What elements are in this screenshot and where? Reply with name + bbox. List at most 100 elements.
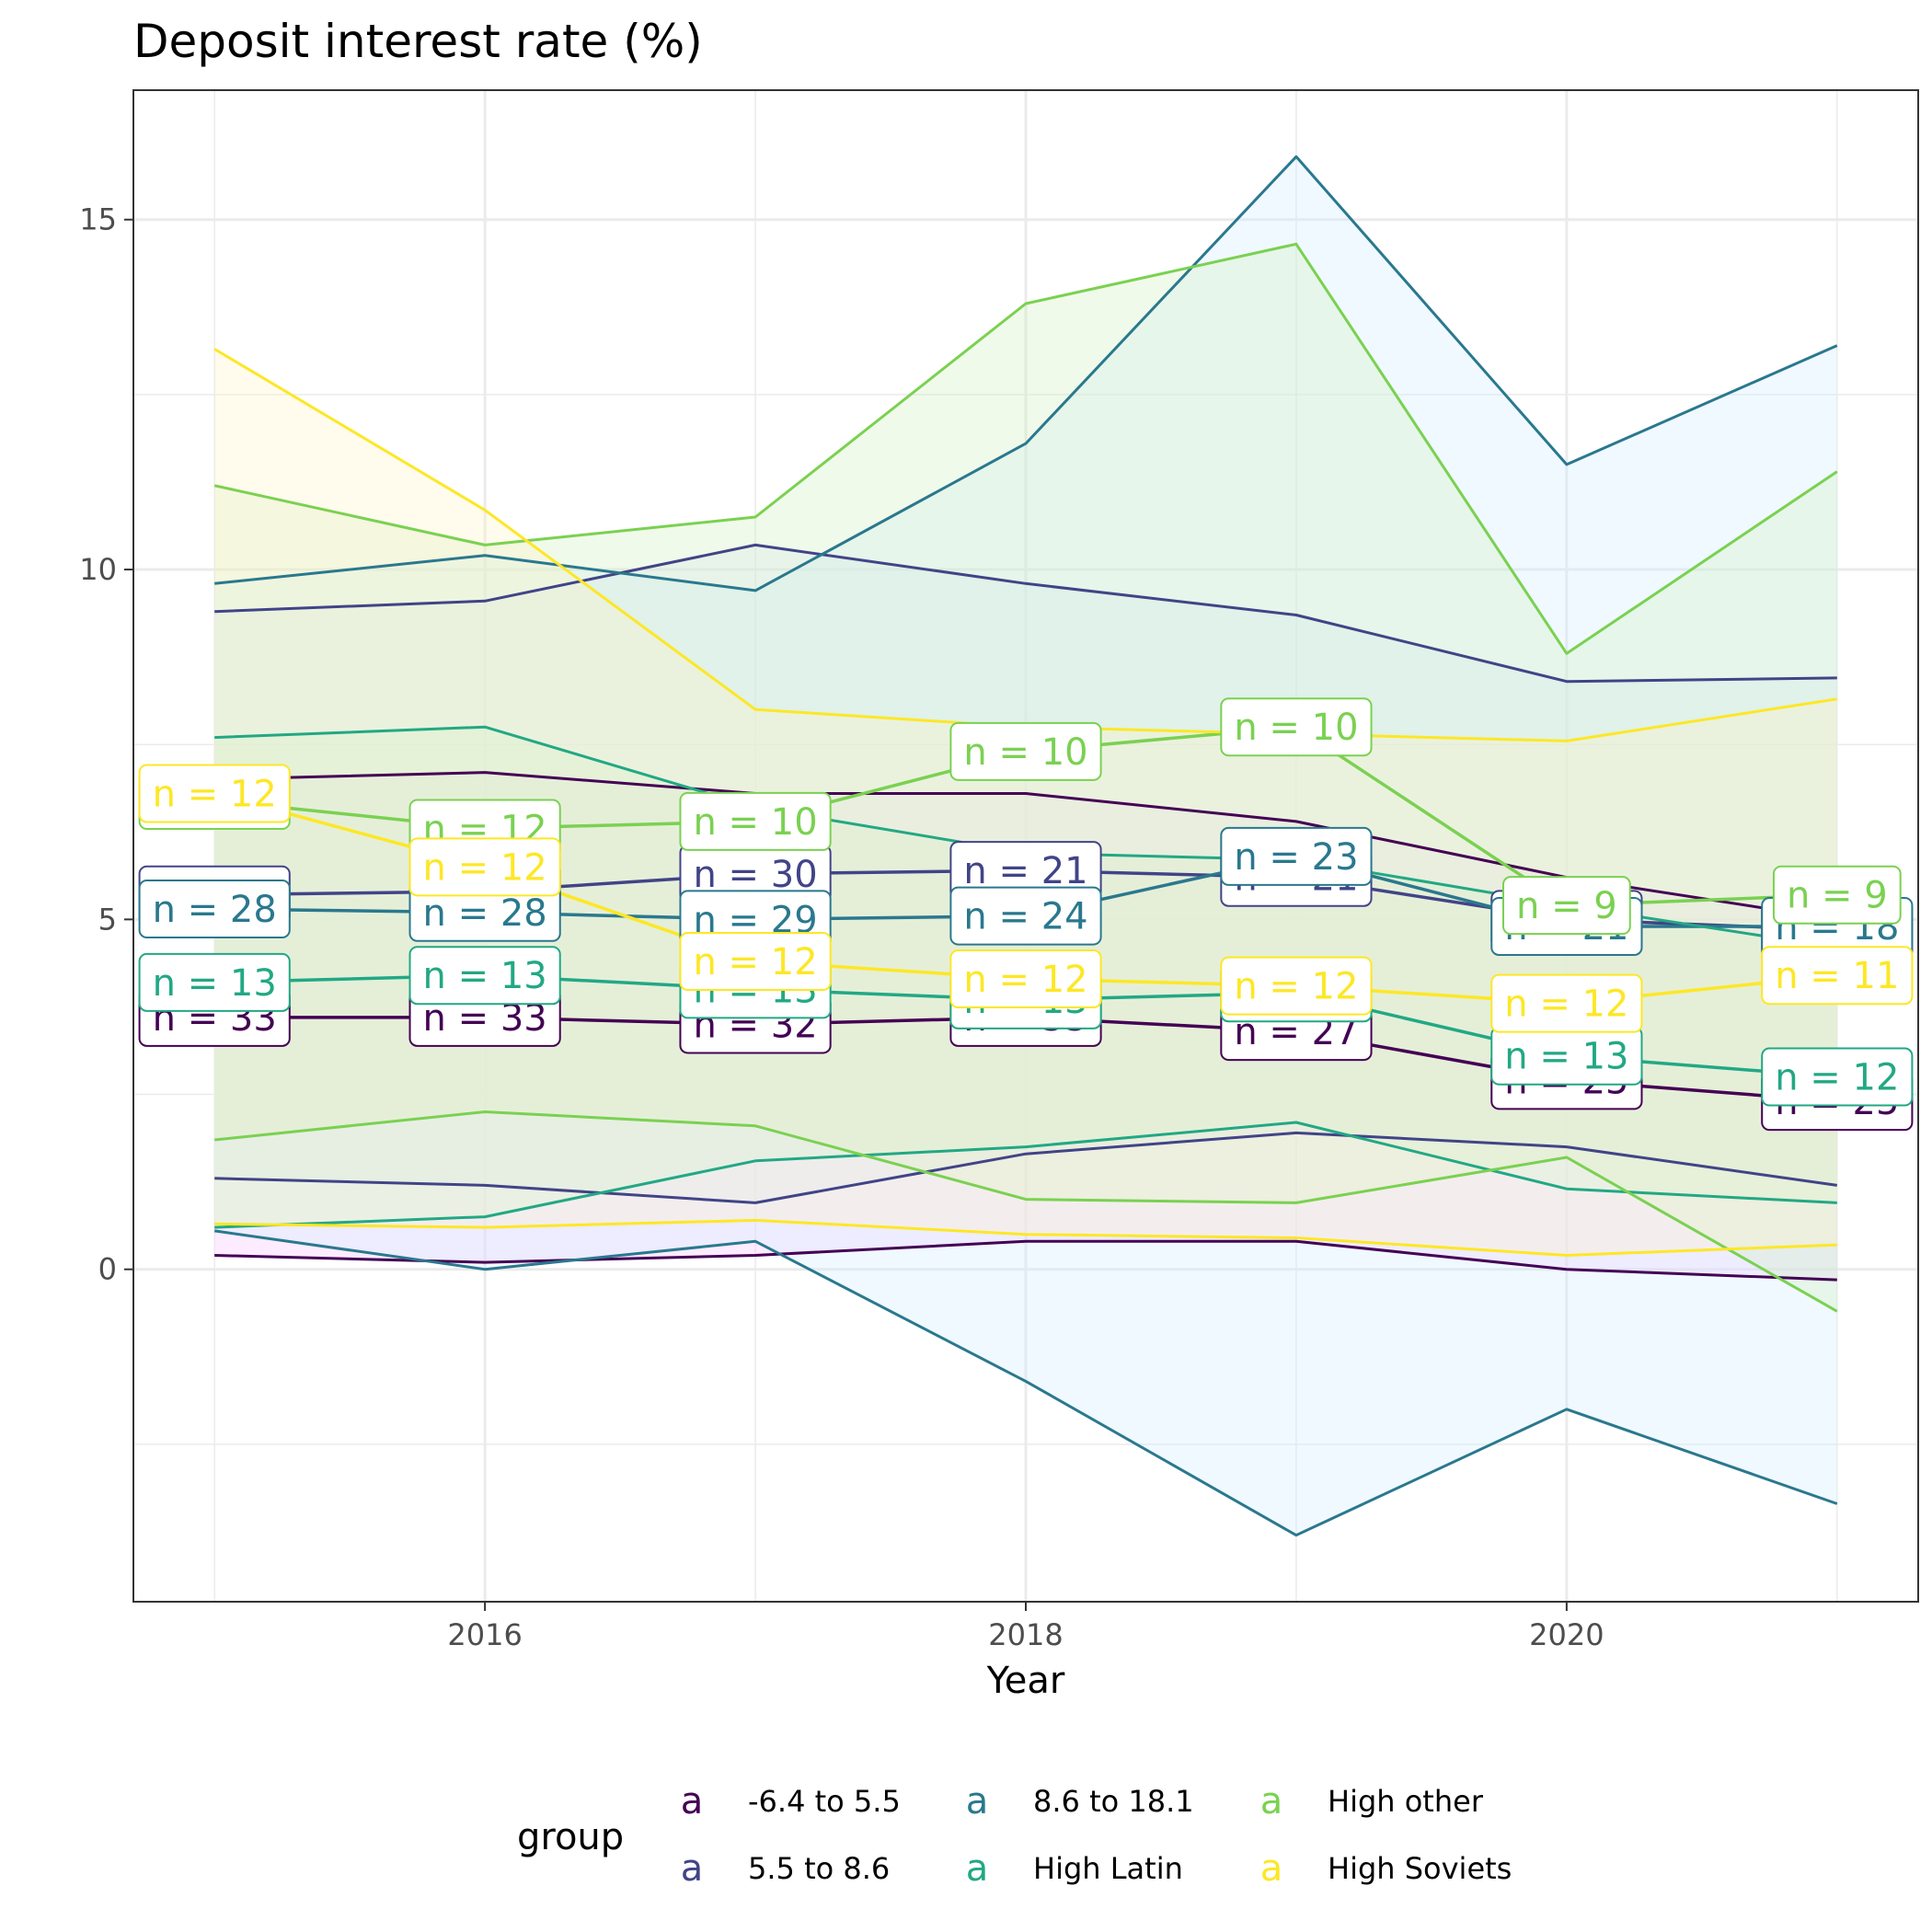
legend-title: group: [517, 1816, 624, 1858]
n-label-box: [679, 791, 832, 851]
n-label-box: [1220, 697, 1373, 757]
n-label-text: n = 9: [1787, 875, 1888, 917]
n-label-box: [408, 946, 561, 1006]
n-label-box: [949, 721, 1102, 781]
line-lower-series-4: [214, 1110, 1838, 1313]
legend-label: -6.4 to 5.5: [748, 1784, 901, 1819]
n-label-text: n = 12: [963, 959, 1087, 1001]
n-label-text: n = 28: [153, 889, 277, 931]
legend-label: 5.5 to 8.6: [748, 1851, 890, 1886]
n-label-series-1-2: n = 30: [679, 844, 832, 903]
y-tick-label: 10: [79, 552, 117, 587]
n-label-text: n = 12: [1234, 966, 1358, 1008]
n-label-text: n = 30: [693, 854, 817, 896]
n-label-series-2-1: n = 28: [408, 882, 561, 942]
legend-key: a: [966, 1847, 989, 1890]
n-label-text: n = 10: [693, 801, 817, 844]
n-label-text: n = 12: [1775, 1057, 1899, 1099]
n-label-series-2-0: n = 28: [138, 879, 291, 938]
n-label-text: n = 12: [1504, 983, 1628, 1026]
n-label-text: n = 9: [1516, 885, 1617, 927]
line-lower-series-2: [213, 1229, 1838, 1537]
line-upper-series-1: [214, 543, 1837, 684]
n-label-box: [1502, 876, 1631, 936]
legend-item-4: a High other: [1260, 1780, 1484, 1823]
n-label-text: n = 10: [963, 731, 1087, 774]
chart-title: Deposit interest rate (%): [133, 15, 703, 68]
n-label-series-4-4: n = 10: [1220, 697, 1373, 757]
n-label-series-4-2: n = 10: [679, 791, 832, 851]
n-label-box: [949, 886, 1102, 946]
n-label-text: n = 13: [153, 962, 277, 1005]
x-tick-label: 2020: [1529, 1617, 1604, 1652]
n-label-text: n = 13: [1504, 1036, 1628, 1078]
x-tick-label: 2018: [988, 1617, 1063, 1652]
legend-item-5: a High Soviets: [1260, 1847, 1512, 1890]
n-label-box: [1220, 956, 1373, 1016]
legend-items: a -6.4 to 5.5 a 5.5 to 8.6 a 8.6 to 18.1 a High…: [681, 1780, 1512, 1890]
n-label-box: [679, 932, 832, 992]
n-label-series-1-3: n = 21: [949, 841, 1102, 901]
n-label-box: [1490, 973, 1643, 1033]
axes: 0 5 10 15 2016 2018 2020: [79, 202, 1604, 1652]
y-tick-label: 15: [79, 202, 117, 237]
x-axis-title: Year: [986, 1660, 1065, 1702]
n-label-series-3-0: n = 13: [138, 952, 291, 1012]
n-label-text: n = 13: [423, 955, 547, 997]
n-labels: n = 33n = 33n = 32n = 33n = 27n = 25n = …: [138, 697, 1914, 1132]
legend-key: a: [966, 1780, 989, 1823]
legend-item-1: a 5.5 to 8.6: [681, 1847, 891, 1890]
ribbon-series-5: [214, 349, 1837, 1256]
line-lower-series-5: [214, 1218, 1837, 1257]
y-tick-label: 5: [98, 902, 117, 937]
n-label-text: n = 11: [1775, 955, 1899, 997]
n-label-series-4-3: n = 10: [949, 721, 1102, 781]
n-label-text: n = 23: [1234, 836, 1358, 879]
n-label-box: [1220, 826, 1373, 886]
n-label-box: [138, 952, 291, 1012]
legend-label: High Latin: [1033, 1851, 1183, 1886]
n-label-box: [1761, 1047, 1914, 1107]
legend-key: a: [1260, 1780, 1283, 1823]
legend-item-3: a High Latin: [966, 1847, 1183, 1890]
n-label-series-3-1: n = 13: [408, 946, 561, 1006]
n-label-series-5-1: n = 12: [408, 837, 561, 897]
n-label-series-3-6: n = 12: [1761, 1047, 1914, 1107]
y-tick-label: 0: [98, 1252, 117, 1287]
legend-label: High Soviets: [1328, 1851, 1512, 1886]
legend-item-2: a 8.6 to 18.1: [966, 1780, 1194, 1823]
n-label-series-2-4: n = 23: [1220, 826, 1373, 886]
n-label-series-5-4: n = 12: [1220, 956, 1373, 1016]
n-label-series-5-6: n = 11: [1761, 946, 1914, 1006]
line-lower-series-3: [214, 1121, 1837, 1229]
legend-key: a: [681, 1847, 704, 1890]
x-tick-label: 2016: [447, 1617, 522, 1652]
n-label-series-2-3: n = 24: [949, 886, 1102, 946]
legend-item-0: a -6.4 to 5.5: [681, 1780, 901, 1823]
n-label-series-4-6: n = 9: [1772, 865, 1902, 925]
line-upper-series-4: [213, 242, 1838, 655]
n-label-series-5-2: n = 12: [679, 932, 832, 992]
line-upper-series-2: [214, 155, 1838, 592]
n-label-series-5-3: n = 12: [949, 949, 1102, 1009]
n-label-box: [1761, 946, 1914, 1006]
n-label-series-5-0: n = 12: [138, 764, 291, 823]
n-label-text: n = 12: [153, 773, 277, 815]
legend-label: High other: [1328, 1784, 1484, 1819]
n-label-box: [949, 949, 1102, 1009]
line-lower-series-1: [214, 1131, 1838, 1204]
n-label-text: n = 21: [963, 850, 1087, 892]
n-label-text: n = 28: [423, 892, 547, 935]
n-label-text: n = 24: [963, 896, 1087, 938]
n-label-series-3-5: n = 13: [1490, 1026, 1643, 1086]
n-label-series-4-5: n = 9: [1502, 876, 1631, 936]
n-label-text: n = 12: [423, 846, 547, 889]
legend-label: 8.6 to 18.1: [1033, 1784, 1194, 1819]
n-label-box: [1772, 865, 1902, 925]
line-lower-series-0: [214, 1239, 1837, 1282]
n-label-box: [138, 764, 291, 823]
legend: group a -6.4 to 5.5 a 5.5 to 8.6 a 8.6 to 18.…: [517, 1780, 1512, 1890]
legend-key: a: [681, 1780, 704, 1823]
n-label-text: n = 10: [1234, 707, 1358, 749]
